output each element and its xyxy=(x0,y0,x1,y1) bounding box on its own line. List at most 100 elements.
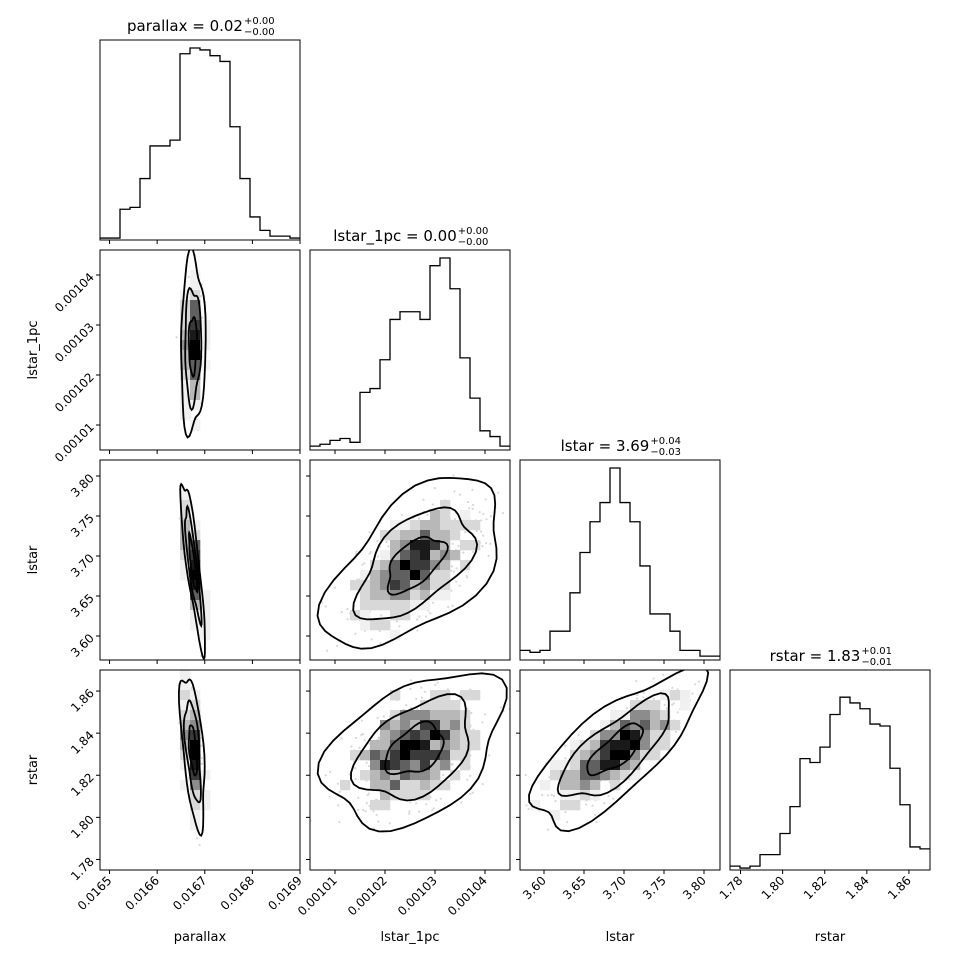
contour-level-1 xyxy=(384,720,445,776)
sample-point xyxy=(360,733,363,737)
sample-point xyxy=(436,681,439,684)
density-cell xyxy=(390,720,401,731)
density-cell xyxy=(380,600,391,611)
sample-point xyxy=(462,551,465,554)
density-cell xyxy=(370,620,381,631)
density-cell xyxy=(450,710,461,721)
density-cell xyxy=(360,590,371,601)
density-cell xyxy=(380,620,391,631)
sample-point xyxy=(489,515,492,518)
sample-point xyxy=(676,688,679,691)
density-cell xyxy=(420,540,431,551)
density-cell xyxy=(180,540,191,551)
density-cell xyxy=(420,730,431,741)
density-cell xyxy=(420,570,431,581)
panel-title-lstar: lstar = 3.69 xyxy=(561,437,650,455)
density-cell xyxy=(190,270,201,281)
sample-point xyxy=(200,295,203,298)
sample-point xyxy=(340,611,343,614)
sample-point xyxy=(401,514,404,517)
density-cell xyxy=(400,580,411,591)
sample-point xyxy=(364,810,367,813)
density-cell xyxy=(470,730,481,741)
sample-point xyxy=(422,498,425,501)
density-cell xyxy=(180,700,191,711)
density-cell xyxy=(410,730,421,741)
density-cell xyxy=(190,300,201,311)
sample-point xyxy=(198,844,201,847)
density-cell xyxy=(370,740,381,751)
density-cell xyxy=(450,770,461,781)
density-cell xyxy=(190,330,201,341)
sample-point xyxy=(432,807,435,810)
density-cell xyxy=(440,510,451,521)
sample-point xyxy=(451,604,454,608)
density-cell xyxy=(190,790,201,801)
sample-point xyxy=(446,688,449,691)
sample-point xyxy=(368,765,371,768)
density-cell xyxy=(420,530,431,541)
panel-frame xyxy=(309,249,511,451)
sample-point xyxy=(360,719,364,722)
density-cell xyxy=(180,730,191,741)
sample-point xyxy=(365,761,368,764)
panel-title-lower-error: −0.01 xyxy=(861,657,892,668)
density-cell xyxy=(370,800,381,811)
sample-point xyxy=(337,804,340,807)
density-cell xyxy=(370,600,381,611)
density-cell xyxy=(200,790,211,801)
sample-point xyxy=(450,565,453,568)
density-cell xyxy=(440,520,451,531)
density-cell xyxy=(460,740,471,751)
density-cell xyxy=(430,710,441,721)
density-cell xyxy=(390,520,401,531)
density-cell xyxy=(360,620,371,631)
panel-frame xyxy=(99,249,301,451)
sample-point xyxy=(466,778,469,781)
contour-level-3 xyxy=(316,476,498,650)
density-cell xyxy=(460,750,471,761)
density-cell xyxy=(450,750,461,761)
panel-title-lower-error: −0.03 xyxy=(650,447,681,458)
density-cell xyxy=(440,500,451,511)
density-cell xyxy=(180,490,191,501)
density-cell xyxy=(430,570,441,581)
density-cell xyxy=(340,780,351,791)
density-cell xyxy=(400,570,411,581)
density-cell xyxy=(410,520,421,531)
sample-point xyxy=(465,574,468,577)
sample-point xyxy=(357,796,360,800)
density-cell xyxy=(390,740,401,751)
density-cell xyxy=(360,770,371,781)
sample-point xyxy=(425,615,428,618)
density-cell xyxy=(370,780,381,791)
sample-point xyxy=(372,827,376,830)
sample-point xyxy=(469,792,472,796)
density-cell xyxy=(420,520,431,531)
density-cell xyxy=(420,740,431,751)
sample-point xyxy=(420,696,423,699)
density-cell xyxy=(430,560,441,571)
density-cell xyxy=(420,770,431,781)
sample-point xyxy=(195,837,199,840)
density-cell xyxy=(360,570,371,581)
sample-point xyxy=(447,605,450,609)
contour-level-1 xyxy=(188,530,199,594)
density-cell xyxy=(400,720,411,731)
density-cell xyxy=(200,800,211,811)
density-cell xyxy=(420,560,431,571)
density-cell xyxy=(390,780,401,791)
sample-point xyxy=(409,679,413,682)
density-cell xyxy=(450,530,461,541)
density-cell xyxy=(440,740,451,751)
sample-point xyxy=(187,275,190,278)
sample-point xyxy=(480,519,483,522)
density-cell xyxy=(410,740,421,751)
density-cell xyxy=(390,710,401,721)
density-cell xyxy=(410,600,421,611)
density-cell xyxy=(180,290,191,301)
sample-point xyxy=(475,529,478,533)
sample-point xyxy=(469,774,472,777)
density-cell xyxy=(180,380,191,391)
sample-point xyxy=(452,474,455,477)
